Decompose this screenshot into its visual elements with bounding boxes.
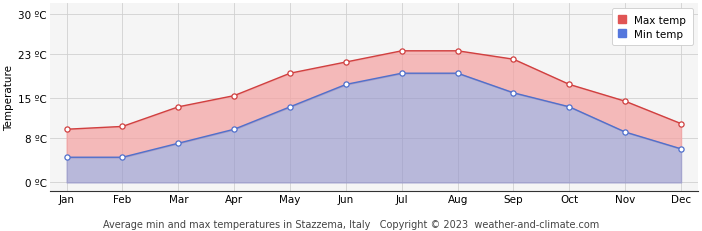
Point <box>61 128 72 131</box>
Point <box>229 94 240 98</box>
Point <box>229 128 240 131</box>
Point <box>396 50 407 53</box>
Point <box>620 100 631 104</box>
Point <box>396 72 407 76</box>
Y-axis label: Temperature: Temperature <box>4 65 14 131</box>
Point <box>620 131 631 134</box>
Text: Average min and max temperatures in Stazzema, Italy   Copyright © 2023  weather-: Average min and max temperatures in Staz… <box>103 219 599 229</box>
Point <box>340 83 352 87</box>
Point <box>173 106 184 109</box>
Point <box>61 156 72 159</box>
Point <box>117 125 128 129</box>
Point <box>508 91 519 95</box>
Point <box>284 72 296 76</box>
Point <box>675 122 687 126</box>
Point <box>117 156 128 159</box>
Point <box>284 106 296 109</box>
Point <box>675 147 687 151</box>
Legend: Max temp, Min temp: Max temp, Min temp <box>611 9 693 46</box>
Point <box>452 72 463 76</box>
Point <box>340 61 352 65</box>
Point <box>173 142 184 146</box>
Point <box>564 83 575 87</box>
Point <box>564 106 575 109</box>
Point <box>452 50 463 53</box>
Point <box>508 58 519 62</box>
